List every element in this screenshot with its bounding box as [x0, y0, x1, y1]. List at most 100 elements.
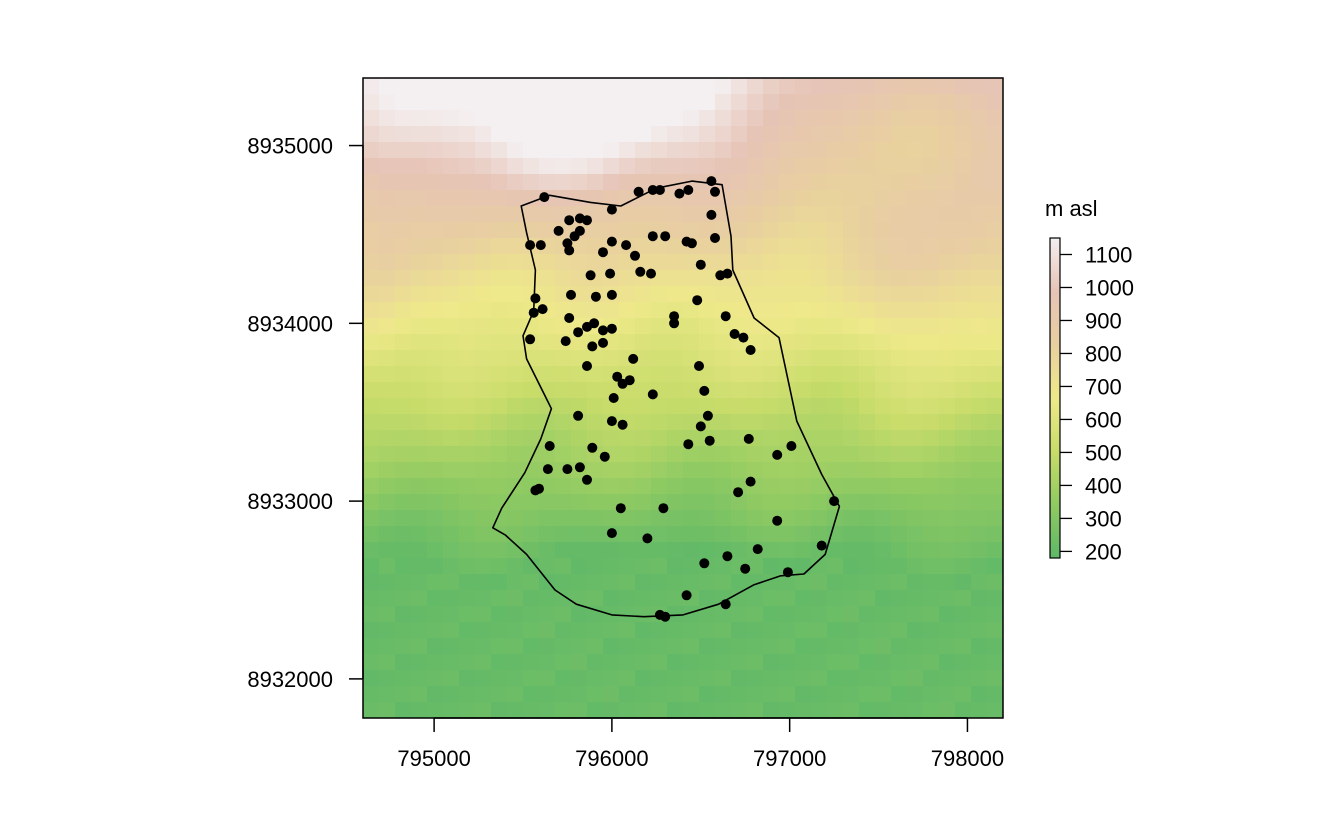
raster-cell: [683, 542, 700, 559]
raster-cell: [587, 222, 604, 239]
raster-cell: [971, 366, 988, 383]
raster-cell: [859, 350, 876, 367]
raster-cell: [699, 590, 716, 607]
raster-cell: [395, 702, 412, 718]
raster-cell: [443, 654, 460, 671]
raster-cell: [811, 510, 828, 527]
raster-cell: [747, 590, 764, 607]
raster-cell: [539, 382, 556, 399]
sample-point: [669, 318, 680, 329]
raster-cell: [603, 190, 620, 207]
raster-cell: [699, 654, 716, 671]
raster-cell: [747, 510, 764, 527]
legend-tick-label: 1100: [1085, 242, 1132, 267]
raster-cell: [891, 126, 908, 143]
sample-point: [683, 185, 694, 195]
raster-cell: [699, 334, 716, 351]
raster-cell: [763, 478, 780, 495]
raster-cell: [667, 94, 684, 111]
raster-cell: [923, 558, 940, 575]
raster-cell: [427, 638, 444, 655]
raster-cell: [651, 318, 668, 335]
raster-cell: [859, 270, 876, 287]
raster-cell: [907, 206, 924, 223]
raster-cell: [539, 366, 556, 383]
raster-cell: [987, 478, 1003, 495]
raster-cell: [411, 174, 428, 191]
raster-cell: [651, 446, 668, 463]
raster-cell: [939, 254, 956, 271]
raster-cell: [939, 510, 956, 527]
raster-cell: [715, 382, 732, 399]
raster-cell: [987, 398, 1003, 415]
raster-cell: [795, 542, 812, 559]
raster-cell: [539, 558, 556, 575]
raster-cell: [555, 542, 572, 559]
raster-cell: [555, 254, 572, 271]
raster-cell: [971, 510, 988, 527]
sample-point: [654, 185, 665, 195]
raster-cell: [475, 462, 492, 479]
raster-cell: [987, 510, 1003, 527]
raster-cell: [363, 606, 380, 623]
raster-cell: [523, 382, 540, 399]
sample-point: [585, 270, 596, 281]
raster-cell: [779, 78, 796, 95]
raster-cell: [587, 510, 604, 527]
raster-cell: [667, 126, 684, 143]
raster-cell: [907, 622, 924, 639]
raster-cell: [491, 558, 508, 575]
raster-cell: [811, 302, 828, 319]
raster-cell: [923, 686, 940, 703]
raster-cell: [811, 286, 828, 303]
raster-cell: [491, 638, 508, 655]
raster-cell: [459, 142, 476, 159]
raster-cell: [747, 462, 764, 479]
raster-cell: [395, 638, 412, 655]
raster-cell: [379, 350, 396, 367]
raster-cell: [491, 590, 508, 607]
raster-cell: [699, 158, 716, 175]
raster-cell: [539, 686, 556, 703]
raster-cell: [763, 654, 780, 671]
raster-cell: [747, 270, 764, 287]
raster-cell: [875, 142, 892, 159]
sample-point: [606, 323, 617, 334]
raster-cell: [875, 286, 892, 303]
raster-cell: [491, 206, 508, 223]
raster-cell: [955, 174, 972, 191]
raster-cell: [907, 350, 924, 367]
raster-cell: [411, 382, 428, 399]
sample-point: [630, 250, 640, 261]
raster-cell: [779, 254, 796, 271]
raster-cell: [411, 702, 428, 718]
legend-color-bar: [1049, 237, 1061, 559]
raster-cell: [587, 430, 604, 447]
raster-cell: [379, 334, 396, 351]
raster-cell: [539, 670, 556, 687]
raster-cell: [555, 654, 572, 671]
raster-cell: [939, 110, 956, 127]
raster-cell: [907, 142, 924, 159]
raster-cell: [987, 302, 1003, 319]
raster-cell: [699, 318, 716, 335]
raster-cell: [715, 606, 732, 623]
raster-cell: [859, 638, 876, 655]
raster-cell: [427, 430, 444, 447]
raster-cell: [859, 542, 876, 559]
sample-point: [535, 240, 546, 251]
raster-cell: [443, 558, 460, 575]
raster-cell: [843, 670, 860, 687]
sample-point: [729, 329, 740, 339]
raster-cell: [971, 190, 988, 207]
raster-cell: [859, 302, 876, 319]
raster-cell: [635, 78, 652, 95]
sample-point: [658, 503, 669, 514]
raster-cell: [731, 430, 748, 447]
raster-cell: [827, 606, 844, 623]
raster-cell: [987, 126, 1003, 143]
raster-cell: [891, 366, 908, 383]
raster-cell: [923, 174, 940, 191]
raster-cell: [619, 190, 636, 207]
raster-cell: [715, 78, 732, 95]
